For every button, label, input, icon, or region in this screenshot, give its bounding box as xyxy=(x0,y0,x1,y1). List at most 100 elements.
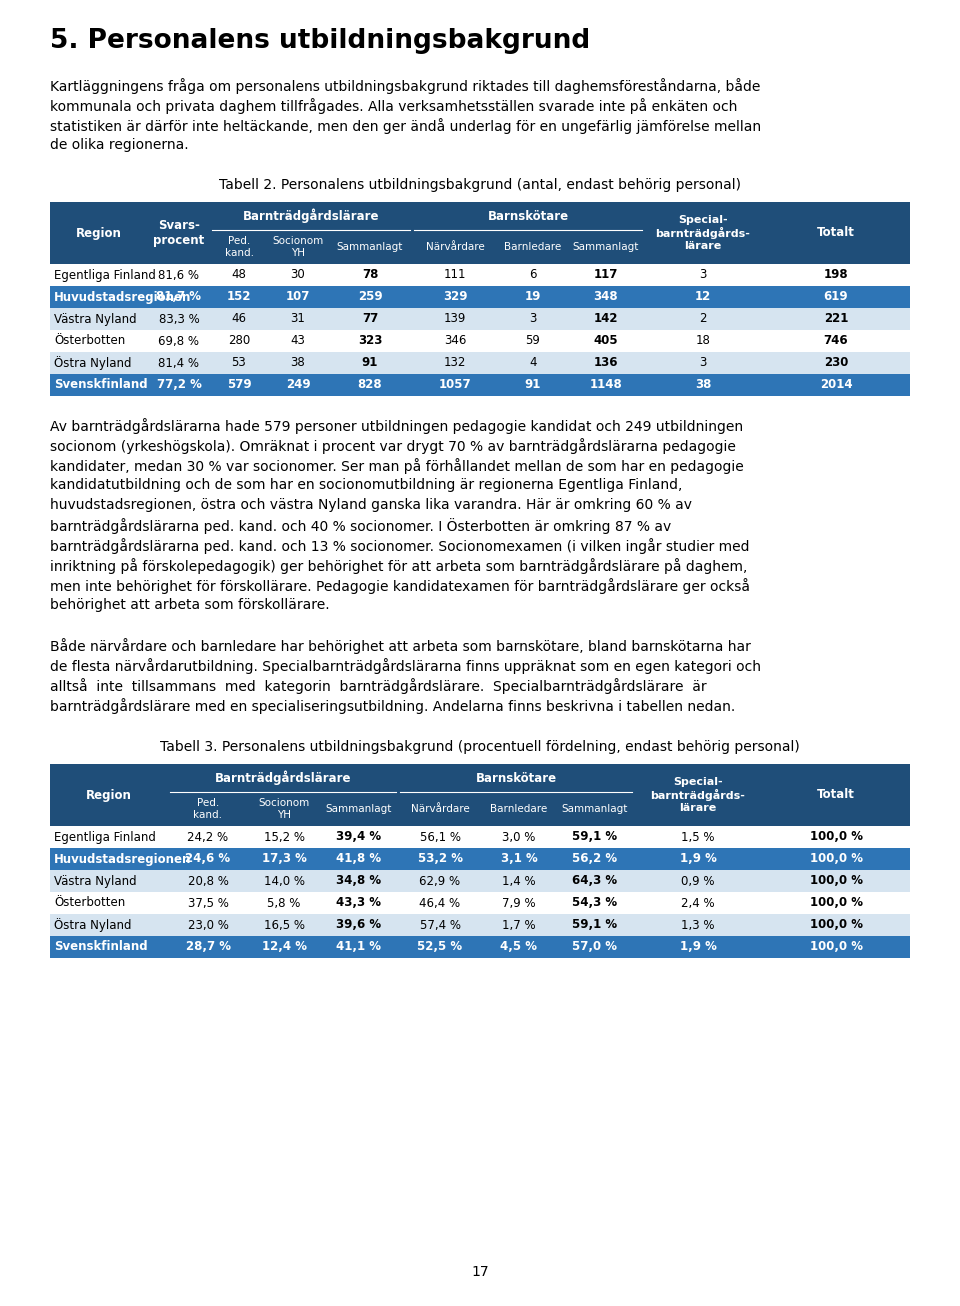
Bar xyxy=(50,892,910,914)
Text: 1,9 %: 1,9 % xyxy=(680,853,716,866)
Text: 4,5 %: 4,5 % xyxy=(500,940,538,953)
Text: 15,2 %: 15,2 % xyxy=(263,831,304,844)
Text: 17,3 %: 17,3 % xyxy=(261,853,306,866)
Text: Österbotten: Österbotten xyxy=(54,334,125,347)
Text: 100,0 %: 100,0 % xyxy=(809,831,862,844)
Text: 117: 117 xyxy=(594,269,618,282)
Text: 83,3 %: 83,3 % xyxy=(158,312,200,325)
Text: 56,1 %: 56,1 % xyxy=(420,831,461,844)
Bar xyxy=(50,330,910,353)
Text: Barnträdgårdslärare: Barnträdgårdslärare xyxy=(243,209,379,223)
Text: 41,1 %: 41,1 % xyxy=(337,940,381,953)
Text: 12: 12 xyxy=(695,290,711,303)
Text: 48: 48 xyxy=(231,269,247,282)
Text: Huvudstadsregionen: Huvudstadsregionen xyxy=(54,290,191,303)
Text: 2,4 %: 2,4 % xyxy=(682,896,715,909)
Text: Östra Nyland: Östra Nyland xyxy=(54,918,132,932)
Bar xyxy=(50,286,910,308)
Text: 2: 2 xyxy=(699,312,707,325)
Text: 46,4 %: 46,4 % xyxy=(420,896,461,909)
Text: Totalt: Totalt xyxy=(817,789,855,802)
Text: Barnträdgårdslärare: Barnträdgårdslärare xyxy=(215,771,351,785)
Text: 16,5 %: 16,5 % xyxy=(263,918,304,931)
Text: 0,9 %: 0,9 % xyxy=(682,875,715,888)
Text: socionom (yrkeshögskola). Omräknat i procent var drygt 70 % av barnträdgårdslära: socionom (yrkeshögskola). Omräknat i pro… xyxy=(50,438,736,454)
Text: Barnskötare: Barnskötare xyxy=(488,209,568,222)
Text: 828: 828 xyxy=(358,379,382,392)
Text: 31: 31 xyxy=(291,312,305,325)
Text: huvudstadsregionen, östra och västra Nyland ganska lika varandra. Här är omkring: huvudstadsregionen, östra och västra Nyl… xyxy=(50,498,692,512)
Text: 579: 579 xyxy=(227,379,252,392)
Text: Barnledare: Barnledare xyxy=(491,804,547,814)
Bar xyxy=(50,308,910,330)
Text: 56,2 %: 56,2 % xyxy=(572,853,617,866)
Bar xyxy=(50,353,910,374)
Text: 41,8 %: 41,8 % xyxy=(336,853,381,866)
Text: 24,2 %: 24,2 % xyxy=(187,831,228,844)
Text: 249: 249 xyxy=(286,379,310,392)
Text: Barnskötare: Barnskötare xyxy=(475,772,557,785)
Text: Egentliga Finland: Egentliga Finland xyxy=(54,269,156,282)
Text: 5,8 %: 5,8 % xyxy=(267,896,300,909)
Text: 59: 59 xyxy=(525,334,540,347)
Text: 221: 221 xyxy=(824,312,849,325)
Text: 20,8 %: 20,8 % xyxy=(187,875,228,888)
Text: de olika regionerna.: de olika regionerna. xyxy=(50,138,188,151)
Text: Av barnträdgårdslärarna hade 579 personer utbildningen pedagogie kandidat och 24: Av barnträdgårdslärarna hade 579 persone… xyxy=(50,418,743,434)
Text: Närvårdare: Närvårdare xyxy=(425,242,485,252)
Text: 100,0 %: 100,0 % xyxy=(809,918,862,931)
Bar xyxy=(50,764,910,825)
Text: Närvårdare: Närvårdare xyxy=(411,804,469,814)
Text: 1148: 1148 xyxy=(589,379,622,392)
Text: 24,6 %: 24,6 % xyxy=(185,853,230,866)
Text: Västra Nyland: Västra Nyland xyxy=(54,312,136,325)
Bar xyxy=(50,936,910,959)
Text: 62,9 %: 62,9 % xyxy=(420,875,461,888)
Text: Special-
barnträdgårds-
lärare: Special- barnträdgårds- lärare xyxy=(651,777,745,814)
Text: 1,4 %: 1,4 % xyxy=(502,875,536,888)
Text: 23,0 %: 23,0 % xyxy=(187,918,228,931)
Text: 5. Personalens utbildningsbakgrund: 5. Personalens utbildningsbakgrund xyxy=(50,27,590,54)
Text: 139: 139 xyxy=(444,312,467,325)
Text: 91: 91 xyxy=(362,357,378,370)
Text: 34,8 %: 34,8 % xyxy=(336,875,381,888)
Text: 280: 280 xyxy=(228,334,251,347)
Text: 54,3 %: 54,3 % xyxy=(572,896,617,909)
Text: 346: 346 xyxy=(444,334,467,347)
Text: Svenskfinland: Svenskfinland xyxy=(54,379,148,392)
Text: Både närvårdare och barnledare har behörighet att arbeta som barnskötare, bland : Både närvårdare och barnledare har behör… xyxy=(50,639,751,654)
Text: 198: 198 xyxy=(824,269,849,282)
Text: 259: 259 xyxy=(358,290,382,303)
Text: Kartläggningens fråga om personalens utbildningsbakgrund riktades till daghemsfö: Kartläggningens fråga om personalens utb… xyxy=(50,78,760,94)
Text: 64,3 %: 64,3 % xyxy=(572,875,617,888)
Text: 100,0 %: 100,0 % xyxy=(809,853,862,866)
Text: 53,2 %: 53,2 % xyxy=(418,853,463,866)
Bar xyxy=(50,914,910,936)
Text: Svenskfinland: Svenskfinland xyxy=(54,940,148,953)
Text: 3: 3 xyxy=(699,357,707,370)
Text: 111: 111 xyxy=(444,269,467,282)
Text: 136: 136 xyxy=(593,357,618,370)
Text: 1,7 %: 1,7 % xyxy=(502,918,536,931)
Text: 43,3 %: 43,3 % xyxy=(337,896,381,909)
Text: 69,8 %: 69,8 % xyxy=(158,334,200,347)
Text: Socionom
YH: Socionom YH xyxy=(273,236,324,259)
Text: 132: 132 xyxy=(444,357,467,370)
Text: 57,4 %: 57,4 % xyxy=(420,918,461,931)
Text: statistiken är därför inte heltäckande, men den ger ändå underlag för en ungefär: statistiken är därför inte heltäckande, … xyxy=(50,118,761,135)
Text: 28,7 %: 28,7 % xyxy=(185,940,230,953)
Text: Egentliga Finland: Egentliga Finland xyxy=(54,831,156,844)
Text: kandidater, medan 30 % var socionomer. Ser man på förhållandet mellan de som har: kandidater, medan 30 % var socionomer. S… xyxy=(50,458,744,474)
Text: 100,0 %: 100,0 % xyxy=(809,940,862,953)
Text: 18: 18 xyxy=(696,334,710,347)
Text: 1,3 %: 1,3 % xyxy=(682,918,715,931)
Text: men inte behörighet för förskollärare. Pedagogie kandidatexamen för barnträdgård: men inte behörighet för förskollärare. P… xyxy=(50,579,750,594)
Text: 100,0 %: 100,0 % xyxy=(809,896,862,909)
Text: 38: 38 xyxy=(291,357,305,370)
Text: 46: 46 xyxy=(231,312,247,325)
Bar xyxy=(50,848,910,870)
Text: 619: 619 xyxy=(824,290,849,303)
Text: 43: 43 xyxy=(291,334,305,347)
Text: Sammanlagt: Sammanlagt xyxy=(337,242,403,252)
Text: barnträdgårdslärarna ped. kand. och 40 % socionomer. I Österbotten är omkring 87: barnträdgårdslärarna ped. kand. och 40 %… xyxy=(50,518,671,534)
